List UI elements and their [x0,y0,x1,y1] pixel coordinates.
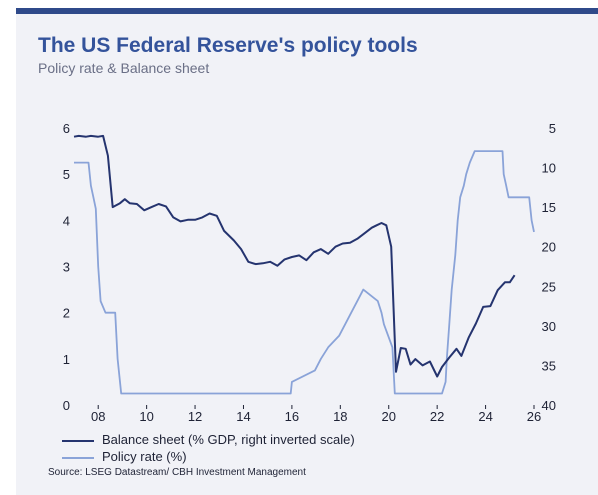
x-axis-tick-label: 18 [333,409,347,424]
left-axis-tick-label: 1 [63,352,70,367]
chart-title: The US Federal Reserve's policy tools [38,34,418,57]
policy-rate-line [74,150,535,395]
source-note: Source: LSEG Datastream/ CBH Investment … [48,467,306,478]
left-axis-tick-label: 2 [63,306,70,321]
right-axis-tick-label: 30 [542,319,556,334]
x-axis-tick-label: 14 [236,409,250,424]
x-axis-tick-label: 20 [382,409,396,424]
x-axis-tick-label: 08 [91,409,105,424]
x-axis-tick-label: 26 [527,409,541,424]
x-axis-tick-label: 16 [285,409,299,424]
x-axis-tick-label: 24 [478,409,492,424]
legend-label-policy-rate: Policy rate (%) [102,449,187,464]
left-axis-tick-label: 3 [63,260,70,275]
right-axis-tick-label: 20 [542,240,556,255]
x-axis-tick-label: 22 [430,409,444,424]
balance-sheet-line [73,134,516,378]
chart-panel [16,14,598,495]
right-axis-tick-label: 10 [542,161,556,176]
right-axis-tick-label: 15 [542,200,556,215]
chart-subtitle: Policy rate & Balance sheet [38,60,210,76]
right-axis-tick-label: 35 [542,358,556,373]
legend-swatch-policy-rate [62,457,94,459]
left-axis-tick-label: 5 [63,167,70,182]
x-axis-tick-label: 10 [139,409,153,424]
left-axis-tick-label: 6 [63,121,70,136]
accent-bar [16,8,598,14]
legend-swatch-balance-sheet [62,440,94,442]
x-axis-tick-label: 12 [188,409,202,424]
legend-label-balance-sheet: Balance sheet (% GDP, right inverted sca… [102,432,355,447]
left-axis-tick-label: 4 [63,213,70,228]
right-axis-tick-label: 40 [542,398,556,413]
right-axis-tick-label: 25 [542,279,556,294]
left-axis-tick-label: 0 [63,398,70,413]
right-axis-tick-label: 5 [549,121,556,136]
